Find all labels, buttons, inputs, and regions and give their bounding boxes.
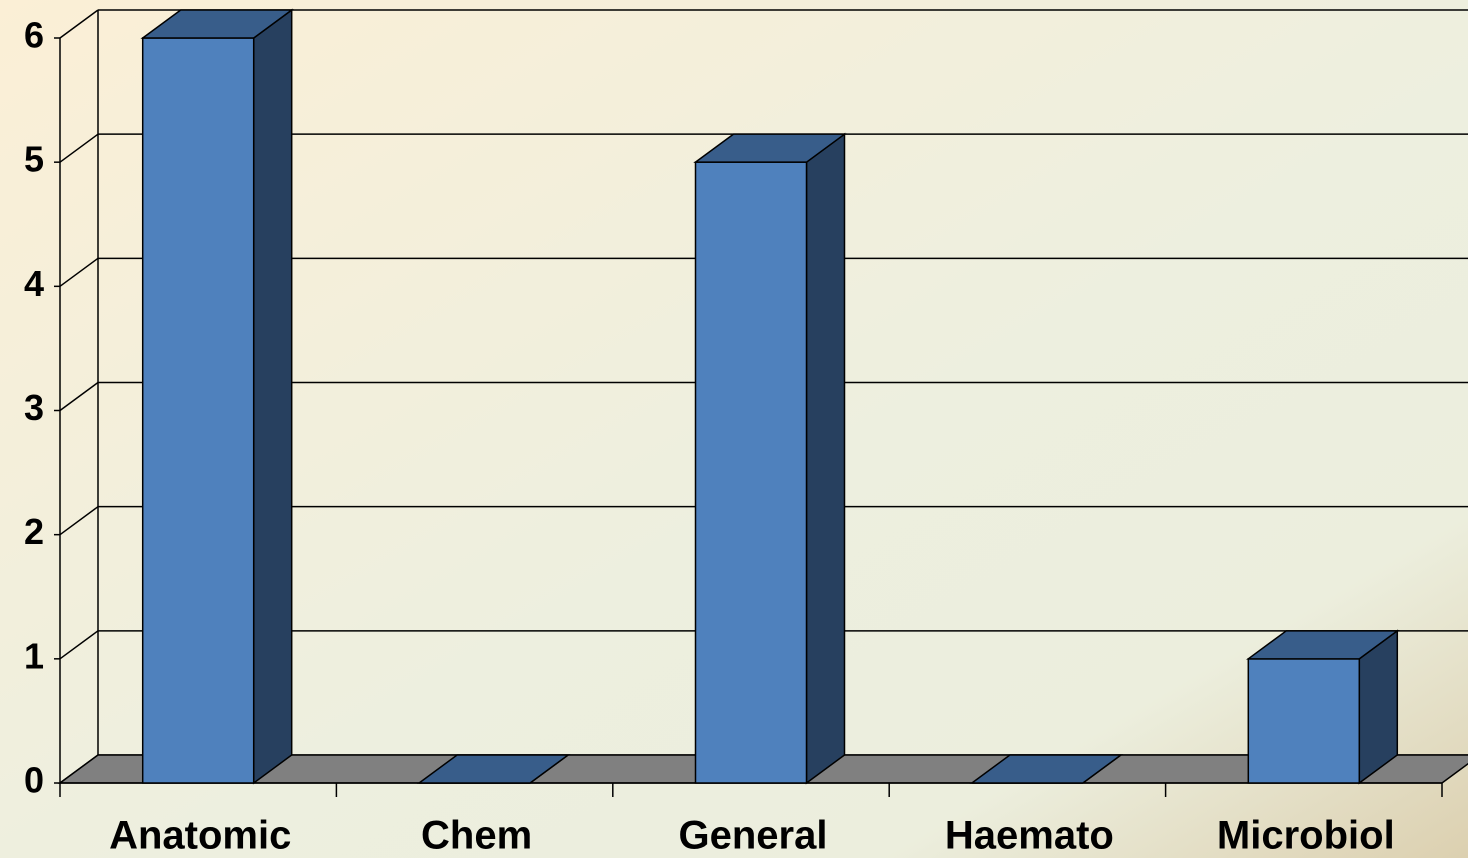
y-tick-label: 6 (24, 15, 44, 56)
bar (969, 754, 1124, 784)
bar-side (805, 132, 846, 785)
bar (693, 132, 847, 785)
x-tick-label: Anatomic (109, 814, 291, 858)
bar-side (252, 8, 293, 785)
bar (416, 754, 571, 784)
grid-line (59, 506, 99, 536)
bar-top (969, 754, 1124, 784)
bar (1246, 629, 1400, 785)
y-tick-label: 0 (24, 760, 44, 801)
bar-top (1246, 630, 1400, 660)
y-tick-label: 2 (24, 511, 44, 552)
grid-line (59, 257, 99, 287)
grid-line (59, 9, 99, 39)
grid-line (59, 381, 99, 412)
bar-front (694, 161, 808, 784)
grid-line (59, 133, 99, 163)
y-tick-label: 4 (24, 263, 44, 304)
grid-line (59, 630, 99, 660)
x-tick-label: Chem (421, 814, 532, 858)
y-tick-label: 3 (24, 387, 44, 428)
bar-front (141, 37, 255, 784)
bar (140, 8, 294, 785)
x-tick-label: Microbiol (1217, 814, 1395, 858)
x-tick-label: Haemato (945, 814, 1114, 858)
x-tick-label: General (679, 814, 828, 858)
bar-top (140, 9, 294, 39)
bar-top (416, 754, 571, 784)
y-tick-label: 1 (24, 635, 44, 676)
plot-area: 0 1 2 3 4 5 6 Anatomic Chem General Haemato Microbi… (24, 8, 1468, 858)
bar-top (693, 133, 847, 163)
y-tick-label: 5 (24, 139, 44, 180)
bar-front (1247, 658, 1361, 784)
